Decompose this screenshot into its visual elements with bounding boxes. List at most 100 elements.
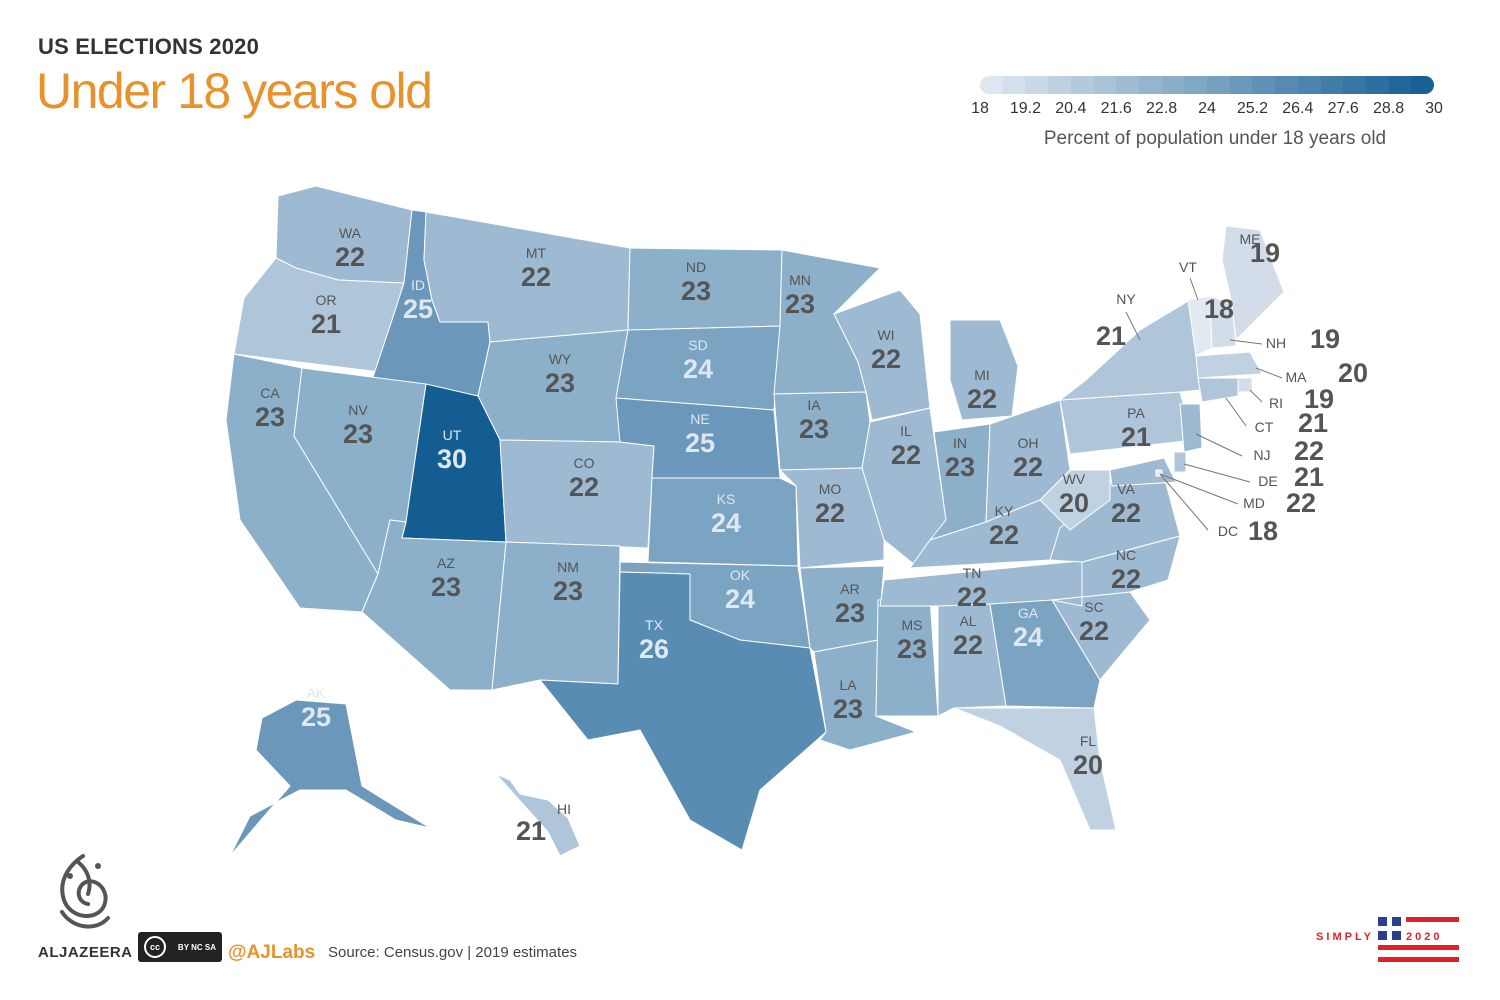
state-value-label: 23 (553, 576, 583, 606)
state-abbr-label: NJ (1253, 447, 1270, 463)
legend-tick-label: 21.6 (1100, 100, 1132, 117)
state-wi (833, 289, 931, 421)
legend-step (1184, 76, 1208, 94)
legend-step (1093, 76, 1117, 94)
aljazeera-logo-icon (60, 854, 110, 929)
legend-step (1343, 76, 1366, 94)
leader-line (1225, 397, 1247, 427)
state-abbr-label: ME (1240, 231, 1261, 247)
state-abbr-label: NC (1116, 547, 1136, 563)
state-abbr-label: AL (959, 613, 976, 629)
state-value-label: 22 (953, 630, 983, 660)
state-abbr-label: NY (1116, 291, 1136, 307)
license-label: BY NC SA (177, 942, 217, 952)
leader-line (1159, 473, 1209, 531)
legend-step (1116, 76, 1139, 94)
state-abbr-label: CO (574, 455, 595, 471)
simply-year: 2020 (1406, 931, 1442, 943)
state-abbr-label: WI (877, 327, 894, 343)
state-abbr-label: MS (902, 617, 923, 633)
leader-line (1125, 311, 1141, 341)
state-value-label: 24 (1013, 622, 1043, 652)
state-value-label: 19 (1304, 384, 1334, 414)
state-abbr-label: MI (974, 367, 990, 383)
state-abbr-label: OK (730, 567, 751, 583)
state-value-label: 19 (1310, 324, 1340, 354)
state-abbr-label: VT (1179, 259, 1197, 275)
state-value-label: 18 (1204, 294, 1234, 324)
state-value-label: 20 (1059, 488, 1089, 518)
state-value-label: 25 (301, 702, 331, 732)
state-abbr-label: AZ (437, 555, 455, 571)
state-value-label: 23 (545, 368, 575, 398)
state-value-label: 21 (1298, 408, 1328, 438)
legend-step (1207, 76, 1230, 94)
state-value-label: 24 (725, 584, 755, 614)
state-tx (539, 571, 827, 851)
brand-wordmark: ALJAZEERA (38, 944, 133, 961)
leader-line (1255, 367, 1283, 379)
state-abbr-label: HI (557, 801, 571, 817)
state-abbr-label: AR (840, 581, 859, 597)
legend-step (1388, 76, 1412, 94)
kicker: US ELECTIONS 2020 (38, 34, 260, 59)
legend-step (1048, 76, 1071, 94)
legend-step (1138, 76, 1162, 94)
state-abbr-label: NV (348, 402, 368, 418)
state-abbr-label: CA (260, 385, 280, 401)
state-ct (1197, 377, 1239, 403)
state-value-label: 22 (1294, 436, 1324, 466)
state-abbr-label: OH (1018, 435, 1039, 451)
legend-caption: Percent of population under 18 years old (1043, 128, 1387, 149)
state-value-label: 22 (989, 520, 1019, 550)
state-abbr-label: FL (1080, 733, 1097, 749)
state-abbr-label: ID (411, 277, 425, 293)
state-value-label: 20 (1338, 358, 1368, 388)
legend-gradient-bar (980, 76, 1434, 94)
state-value-label: 23 (945, 452, 975, 482)
legend-step (1252, 76, 1276, 94)
legend-tick-label: 27.6 (1327, 100, 1359, 117)
twitter-handle[interactable]: @AJLabs (228, 942, 316, 963)
legend-tick-label: 25.2 (1236, 100, 1268, 117)
state-value-label: 22 (1111, 498, 1141, 528)
state-value-label: 23 (833, 694, 863, 724)
state-value-label: 22 (891, 440, 921, 470)
legend-step (1411, 76, 1434, 94)
leader-line (1249, 389, 1263, 403)
leader-line (1195, 433, 1243, 457)
state-value-label: 23 (431, 572, 461, 602)
state-value-label: 19 (1250, 238, 1280, 268)
state-abbr-label: DC (1218, 523, 1238, 539)
state-ny (1059, 299, 1201, 401)
state-value-label: 24 (683, 354, 713, 384)
state-abbr-label: WY (549, 351, 572, 367)
state-value-label: 24 (711, 508, 741, 538)
state-value-label: 25 (403, 294, 433, 324)
legend-tick-label: 19.2 (1009, 100, 1041, 117)
state-value-label: 23 (343, 419, 373, 449)
leader-line (1183, 463, 1251, 483)
state-abbr-label: RI (1269, 395, 1283, 411)
legend-tick-label: 20.4 (1055, 100, 1087, 117)
state-al (937, 603, 1007, 717)
legend-tick-label: 26.4 (1282, 100, 1314, 117)
state-value-label: 22 (335, 242, 365, 272)
state-abbr-label: NH (1266, 335, 1286, 351)
state-value-label: 23 (681, 276, 711, 306)
state-value-label: 22 (967, 384, 997, 414)
state-abbr-label: UT (443, 427, 462, 443)
legend-step (1161, 76, 1185, 94)
state-abbr-label: IA (807, 397, 821, 413)
state-value-label: 21 (1096, 321, 1126, 351)
simply-2020-logo-icon: SIMPLY 2020 (1316, 917, 1459, 962)
state-value-label: 23 (785, 289, 815, 319)
legend-tick-label: 24 (1198, 100, 1216, 117)
state-value-label: 25 (685, 428, 715, 458)
leader-line (1189, 277, 1199, 301)
state-ga (989, 599, 1101, 709)
state-me (1221, 225, 1285, 341)
state-value-label: 21 (516, 816, 546, 846)
state-abbr-label: SC (1084, 599, 1103, 615)
